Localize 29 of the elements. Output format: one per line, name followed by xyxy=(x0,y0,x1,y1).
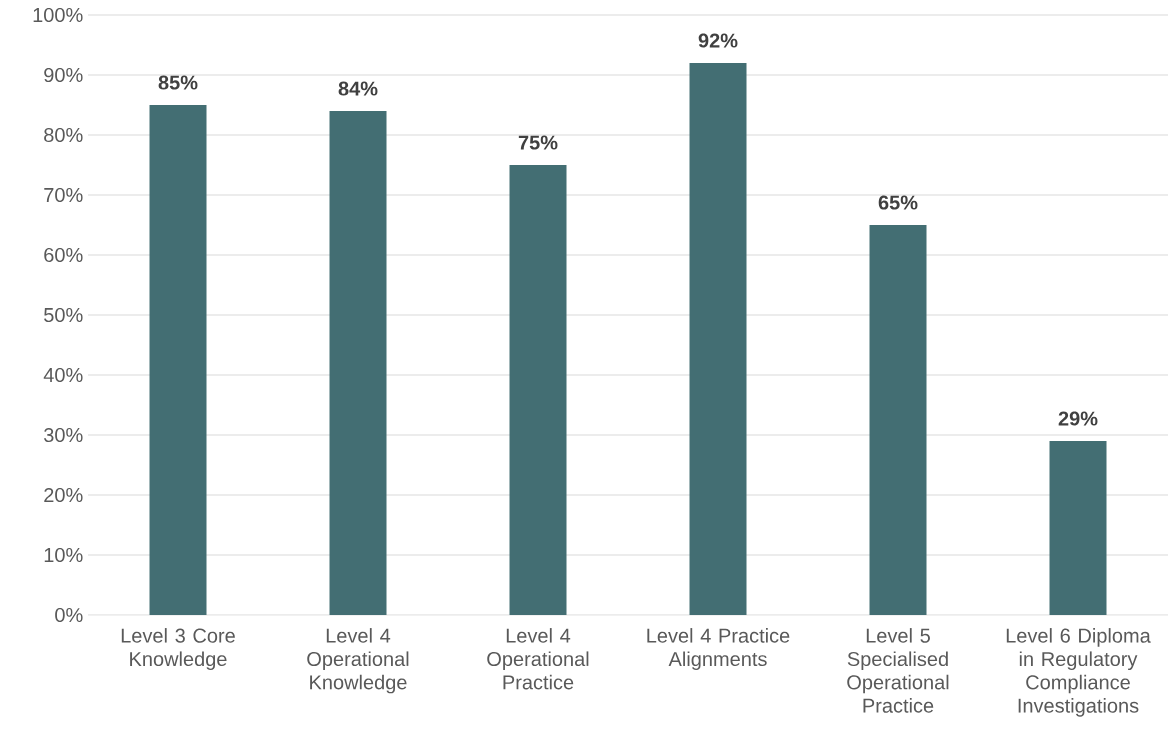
x-tick-label: Level 6 Diploma in Regulatory Compliance Investigations xyxy=(1006,628,1151,717)
data-label: 84% xyxy=(338,81,378,96)
bar xyxy=(869,225,927,615)
y-tick-label: 20% xyxy=(44,487,83,503)
y-tick-label: 0% xyxy=(55,607,83,623)
bar xyxy=(689,63,747,615)
data-label: 85% xyxy=(158,75,198,90)
y-tick-label: 60% xyxy=(44,247,83,263)
y-tick-label: 10% xyxy=(44,547,83,563)
bar xyxy=(509,165,567,615)
data-label: 65% xyxy=(878,195,918,210)
x-tick-label: Level 4 Operational Practice xyxy=(487,628,589,690)
data-label: 92% xyxy=(698,33,738,48)
x-tick-label: Level 3 Core Knowledge xyxy=(121,628,235,671)
y-tick-label: 30% xyxy=(44,427,83,443)
bar xyxy=(329,110,387,615)
x-tick-label: Level 4 Operational Knowledge xyxy=(307,628,409,694)
x-tick-label: Level 5 Specialised Operational Practice xyxy=(847,628,949,713)
y-tick-label: 80% xyxy=(44,127,83,143)
bar xyxy=(149,104,207,615)
y-tick-label: 40% xyxy=(43,367,83,383)
data-label: 75% xyxy=(518,135,558,150)
x-tick-label: Level 4 Practice Alignments xyxy=(647,628,790,671)
data-label: 29% xyxy=(1058,411,1098,426)
y-tick-label: 70% xyxy=(44,187,83,203)
bar xyxy=(1049,441,1107,615)
y-tick-label: 100% xyxy=(33,7,83,23)
y-tick-label: 50% xyxy=(44,307,83,323)
y-tick-label: 90% xyxy=(44,67,83,83)
